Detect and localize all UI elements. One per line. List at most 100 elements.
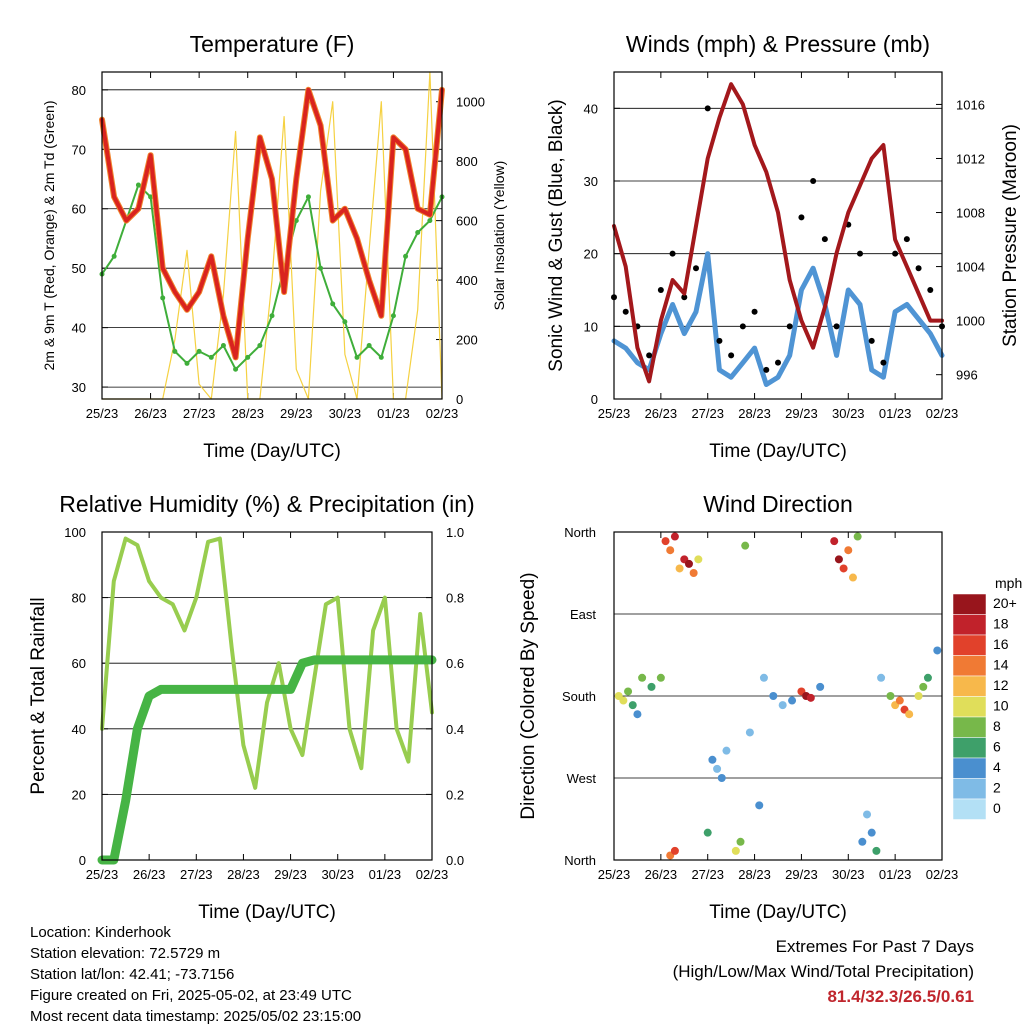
gust-point [657, 287, 664, 293]
gust-point [716, 337, 723, 344]
winds-y2tick-label: 1016 [956, 97, 985, 112]
temperature-xtick-label: 28/23 [231, 406, 264, 421]
temperature-y2tick-label: 1000 [456, 95, 485, 110]
direction-point [736, 837, 745, 846]
extremes-title: Extremes For Past 7 Days [775, 937, 974, 956]
winds-xtick-label: 27/23 [691, 406, 724, 421]
direction-point [741, 541, 750, 550]
temperature-xlabel: Time (Day/UTC) [203, 441, 341, 462]
winds-panel: Winds (mph) & Pressure (mb) Time (Day/UTC… [546, 31, 1021, 462]
extremes-values: 81.4/32.3/26.5/0.61 [827, 987, 974, 1006]
legend-swatch [952, 634, 987, 656]
direction-ytick-label: West [567, 771, 597, 786]
direction-point [628, 701, 637, 710]
direction-ytick-label: North [564, 525, 596, 540]
direction-point [778, 701, 787, 710]
winds-ytick-label: 40 [584, 101, 598, 116]
winds-y2tick-label: 1008 [956, 206, 985, 221]
gust-point [728, 352, 735, 359]
gust-point [622, 308, 629, 315]
station-location: Location: Kinderhook [30, 924, 171, 941]
legend-label: 8 [993, 718, 1001, 734]
gust-point [798, 214, 805, 221]
temperature-y2tick-label: 600 [456, 214, 478, 229]
winds-xlabel: Time (Day/UTC) [709, 441, 847, 462]
direction-point [848, 573, 857, 582]
gust-point [857, 250, 863, 257]
temperature-y2tick-label: 800 [456, 154, 478, 169]
humidity-ytick-label: 0 [79, 853, 86, 868]
gust-point [681, 294, 688, 301]
gust-point [739, 323, 746, 330]
direction-point [895, 696, 904, 705]
winds-xtick-label: 01/23 [879, 406, 912, 421]
legend-label: 20+ [993, 595, 1017, 611]
direction-point [670, 532, 679, 541]
gust-point [751, 308, 758, 315]
winds-xtick-label: 25/23 [598, 406, 631, 421]
temperature-y2tick-label: 400 [456, 273, 478, 288]
extremes-box: Extremes For Past 7 Days (High/Low/Max W… [673, 934, 974, 1009]
direction-point [656, 673, 665, 682]
direction-point [769, 692, 778, 700]
legend-swatch [952, 798, 987, 820]
direction-point [717, 774, 726, 782]
temperature-xtick-label: 25/23 [86, 406, 119, 421]
temperature-ytick-label: 70 [72, 142, 86, 157]
winds-ytick-label: 20 [584, 247, 598, 262]
legend-swatch [952, 675, 987, 697]
legend-label: 12 [993, 677, 1009, 693]
direction-point [633, 710, 642, 719]
humidity-xtick-label: 02/23 [416, 867, 449, 882]
direction-point [745, 728, 754, 737]
humidity-xlabel: Time (Day/UTC) [198, 902, 336, 923]
direction-xlabel: Time (Day/UTC) [709, 902, 847, 923]
precip-line [97, 655, 437, 865]
humidity-ytick-label: 100 [64, 525, 86, 540]
direction-point [684, 559, 693, 568]
gust-point [915, 265, 922, 272]
legend-label: 2 [993, 780, 1001, 796]
winds-xtick-label: 26/23 [645, 406, 678, 421]
figure-created: Figure created on Fri, 2025-05-02, at 23… [30, 987, 352, 1004]
winds-title: Winds (mph) & Pressure (mb) [626, 31, 930, 57]
direction-point [638, 673, 647, 682]
direction-xtick-label: 28/23 [738, 867, 771, 882]
direction-point [666, 546, 675, 555]
direction-point [788, 696, 797, 705]
direction-point [806, 693, 815, 702]
direction-point [670, 846, 679, 855]
gust-point [927, 287, 934, 293]
direction-point [661, 537, 670, 546]
temperature-xtick-label: 30/23 [329, 406, 362, 421]
direction-point [731, 846, 740, 855]
temperature-xtick-label: 02/23 [426, 406, 459, 421]
humidity-title: Relative Humidity (%) & Precipitation (i… [59, 491, 474, 517]
humidity-y2tick-label: 0.6 [446, 656, 464, 671]
legend-label: 0 [993, 800, 1001, 816]
direction-ytick-label: North [564, 853, 596, 868]
winds-y2label: Station Pressure (Maroon) [1000, 124, 1021, 347]
direction-xtick-label: 25/23 [598, 867, 631, 882]
gust-point [892, 250, 899, 257]
solar-line [101, 71, 443, 400]
temperature-title: Temperature (F) [190, 31, 355, 57]
gust-point [669, 250, 676, 257]
legend-swatch [952, 614, 987, 636]
temperature-y2label: Solar Insolation (Yellow) [491, 161, 507, 311]
gust-point [810, 178, 817, 184]
legend-swatch [952, 757, 987, 779]
direction-ytick-label: South [562, 689, 596, 704]
legend-label: 6 [993, 739, 1001, 755]
direction-panel: Wind Direction Time (Day/UTC) Direction (C… [518, 491, 1022, 923]
direction-point [759, 673, 768, 682]
temperature-xtick-label: 26/23 [134, 406, 167, 421]
temp2m-line [100, 87, 444, 360]
legend-swatch [952, 778, 987, 800]
gust-point [763, 366, 770, 373]
temperature-y2tick-label: 200 [456, 333, 478, 348]
temperature-ylabel: 2m & 9m T (Red, Orange) & 2m Td (Green) [41, 101, 57, 371]
humidity-xtick-label: 26/23 [133, 867, 166, 882]
humidity-y2tick-label: 1.0 [446, 525, 464, 540]
